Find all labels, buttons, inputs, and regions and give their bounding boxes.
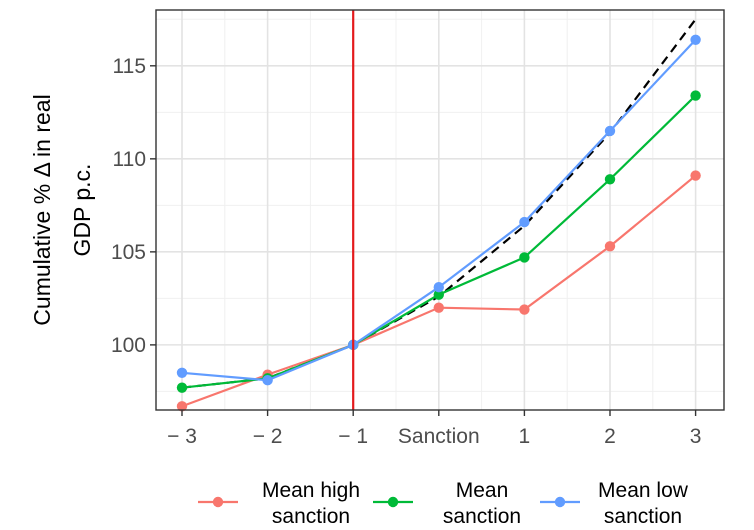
data-point-series-2 xyxy=(690,34,701,45)
data-point-series-2 xyxy=(176,367,188,378)
data-point-series-0 xyxy=(519,304,530,315)
x-tick-label: 2 xyxy=(604,425,616,448)
data-point-series-1 xyxy=(176,382,188,393)
y-axis-title: Cumulative % Δ in real GDP p.c. xyxy=(29,94,95,325)
legend-label: Mean xyxy=(456,479,509,502)
data-point-series-1 xyxy=(690,90,701,101)
y-tick-label: 105 xyxy=(111,241,146,264)
data-point-series-2 xyxy=(519,216,530,228)
data-point-series-0 xyxy=(433,302,444,313)
y-tick-label: 100 xyxy=(111,334,146,357)
x-tick-label: 3 xyxy=(690,425,702,448)
x-tick-label: 1 xyxy=(519,425,531,448)
y-tick-label: 110 xyxy=(113,148,146,171)
data-point-series-1 xyxy=(519,252,530,263)
data-point-series-2 xyxy=(433,282,444,293)
legend-label: sanction xyxy=(604,505,682,528)
data-point-series-1 xyxy=(604,174,616,185)
legend-label: sanction xyxy=(443,505,521,528)
legend-key-point xyxy=(387,496,399,508)
y-axis-title-line-1: Cumulative % Δ in real xyxy=(29,94,55,325)
data-point-series-0 xyxy=(176,401,188,412)
legend-label: Mean high xyxy=(262,479,360,502)
legend-key-point xyxy=(212,496,224,508)
data-point-series-1 xyxy=(433,289,444,300)
legend-label: sanction xyxy=(272,505,350,528)
y-tick-label: 115 xyxy=(113,55,146,78)
panel-border xyxy=(155,9,725,411)
panel-background xyxy=(156,10,724,410)
plot-panel: 100 105 110 115 − 3 − 2 − 1 Sanction 1 2 3 xyxy=(111,9,725,448)
y-axis-title-line-2: GDP p.c. xyxy=(69,164,95,257)
x-tick-label: − 1 xyxy=(338,425,368,448)
data-point-series-0 xyxy=(604,241,616,252)
x-tick-label: Sanction xyxy=(398,425,480,448)
legend: Mean high sanction Mean sanction Mean low san… xyxy=(198,479,689,528)
data-point-series-0 xyxy=(690,170,701,181)
legend-label: Mean low xyxy=(598,479,689,502)
x-tick-label: − 2 xyxy=(253,425,283,448)
data-point-series-2 xyxy=(604,125,616,137)
legend-key-point xyxy=(554,496,566,508)
data-point-series-2 xyxy=(262,375,273,386)
x-tick-label: − 3 xyxy=(167,425,197,448)
